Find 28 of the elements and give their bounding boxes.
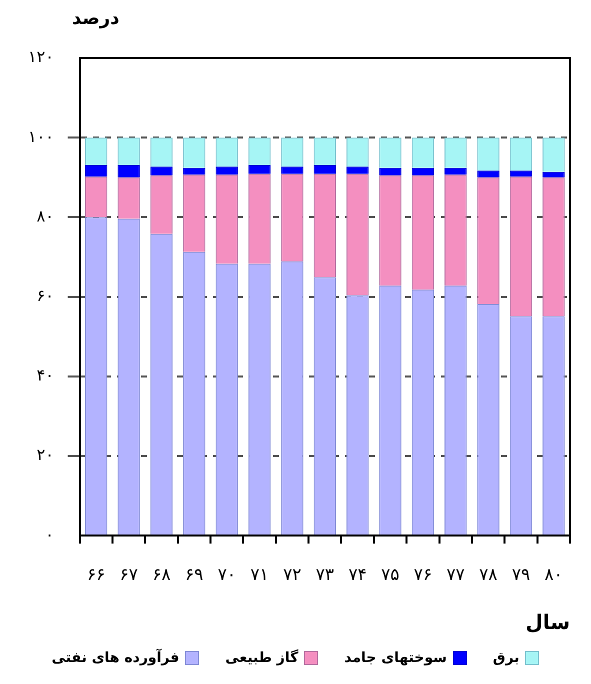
x-tick-label: ۶۹ bbox=[185, 565, 204, 586]
x-tick-label: ۷۴ bbox=[348, 565, 367, 586]
x-tick-label: ۷۳ bbox=[316, 565, 334, 586]
x-tick-label: ۷۱ bbox=[250, 565, 269, 586]
y-tick-label: ۰ bbox=[45, 524, 54, 544]
x-tick-label: ۶۷ bbox=[120, 565, 138, 586]
x-tick-label: ۷۹ bbox=[512, 565, 530, 586]
legend-label: گاز طبیعی bbox=[225, 650, 298, 666]
y-tick-label: ۴۰ bbox=[36, 366, 54, 385]
x-tick-label: ۷۲ bbox=[283, 565, 302, 586]
x-tick-label: ۸۰ bbox=[544, 565, 563, 586]
y-tick-label: ۱۰۰ bbox=[28, 126, 54, 146]
legend-label: سوختهای جامد bbox=[344, 650, 447, 666]
x-tick-label: ۷۷ bbox=[446, 565, 465, 586]
x-tick-label: ۷۰ bbox=[218, 565, 236, 586]
y-tick-label: ۲۰ bbox=[36, 445, 54, 464]
legend-label: برق bbox=[492, 650, 520, 666]
x-tick-label: ۷۸ bbox=[479, 565, 498, 586]
x-tick-label: ۶۸ bbox=[152, 565, 171, 586]
y-axis-title: درصد bbox=[72, 8, 120, 29]
x-tick-label: ۷۶ bbox=[414, 565, 432, 586]
y-tick-label: ۸۰ bbox=[36, 206, 54, 226]
x-axis-title: سال bbox=[525, 610, 570, 634]
y-tick-label: ۱۲۰ bbox=[28, 47, 54, 66]
x-tick-label: ۷۵ bbox=[381, 565, 400, 586]
legend-label: فرآورده های نفتی bbox=[52, 650, 180, 666]
y-tick-label: ۶۰ bbox=[36, 286, 54, 305]
x-tick-label: ۶۶ bbox=[86, 565, 106, 586]
